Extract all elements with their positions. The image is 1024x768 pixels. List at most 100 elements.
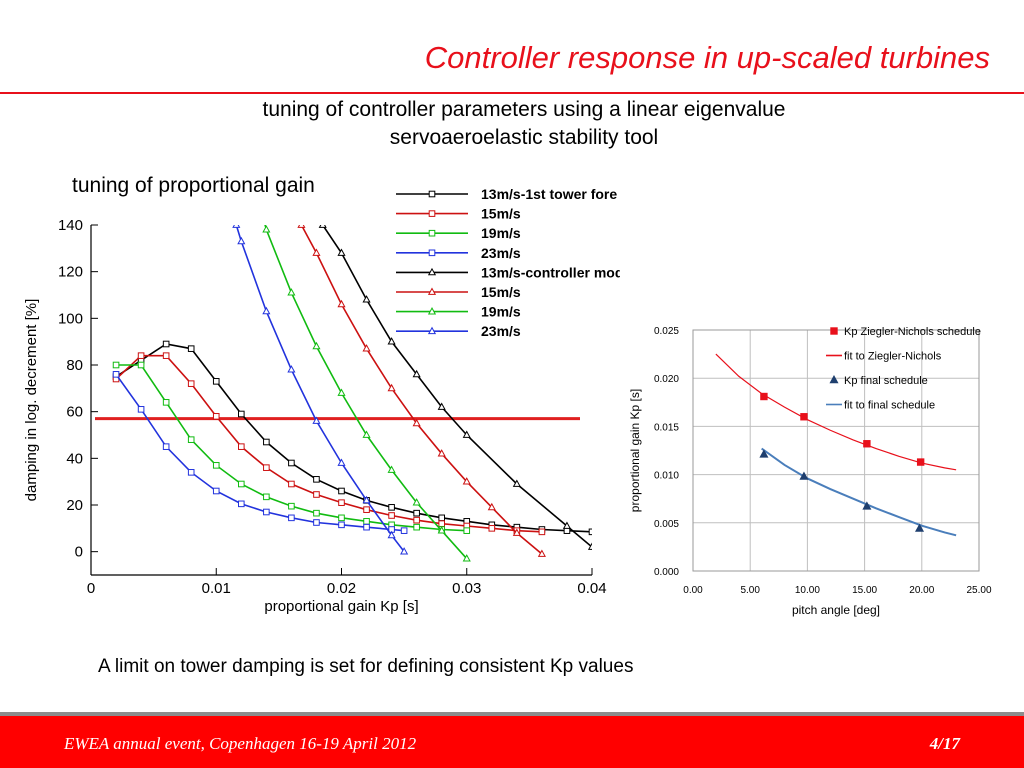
data-point — [238, 480, 245, 488]
x-tick-label: 0.03 — [452, 580, 481, 597]
data-point — [287, 288, 296, 296]
subtitle-line-1: tuning of controller parameters using a … — [262, 98, 786, 121]
data-point — [488, 525, 496, 532]
data-point — [362, 430, 371, 438]
legend-marker-0 — [830, 327, 838, 335]
data-point — [363, 518, 370, 525]
data-point — [387, 530, 396, 539]
data-point — [388, 512, 395, 519]
data-point — [512, 479, 521, 487]
x-tick-label: 10.00 — [795, 585, 820, 596]
subtitle-line-2: servoaeroelastic stability tool — [389, 126, 659, 149]
data-point — [263, 493, 270, 501]
data-point — [562, 521, 572, 529]
y-tick-label: 0.000 — [654, 567, 679, 578]
legend-marker — [427, 326, 437, 335]
data-point — [212, 378, 220, 385]
legend-label-7: 23m/s — [481, 323, 521, 339]
data-point — [413, 509, 420, 517]
data-point — [587, 542, 592, 550]
data-point — [412, 418, 421, 427]
x-tick-label: 5.00 — [740, 585, 760, 596]
series-line-7 — [235, 225, 405, 553]
data-point — [387, 337, 396, 345]
y-tick-label: 20 — [66, 497, 83, 514]
data-point — [387, 383, 396, 392]
data-point — [187, 380, 195, 387]
x-tick-label: 0.01 — [202, 580, 231, 597]
series-line-0 — [115, 343, 592, 533]
data-point — [437, 402, 446, 410]
data-point — [313, 491, 320, 498]
data-point — [237, 236, 246, 245]
data-point — [112, 361, 120, 369]
y-tick-label: 0 — [75, 544, 83, 561]
data-point — [413, 523, 420, 531]
data-point — [400, 527, 408, 534]
data-point — [337, 299, 346, 308]
data-point — [363, 523, 370, 531]
data-point — [313, 509, 320, 517]
y-axis-label: proportional gain Kp [s] — [628, 389, 642, 512]
data-point — [387, 465, 396, 473]
data-point — [412, 369, 421, 378]
x-tick-label: 0 — [87, 580, 95, 597]
data-point — [363, 506, 370, 513]
data-point — [297, 225, 306, 228]
data-point — [137, 352, 145, 359]
data-point — [288, 459, 295, 467]
legend-label-4: 13m/s-controller mode — [481, 264, 620, 280]
data-point — [262, 225, 271, 233]
data-point — [916, 458, 925, 466]
legend-marker — [427, 307, 437, 315]
legend-label-3: fit to final schedule — [844, 400, 935, 412]
data-point — [412, 498, 421, 506]
data-point — [287, 365, 296, 373]
legend-marker-2 — [829, 374, 839, 384]
page-number: 4/17 — [929, 734, 960, 753]
title-divider — [0, 92, 1024, 94]
data-point — [463, 527, 471, 534]
data-point — [362, 344, 371, 352]
data-point — [212, 413, 220, 420]
data-point — [238, 410, 245, 418]
data-point — [162, 340, 170, 348]
data-point — [162, 352, 170, 359]
legend-marker — [428, 229, 436, 237]
y-tick-label: 40 — [66, 450, 83, 467]
kp-schedule-chart: 0.000 0.005 0.010 0.015 0.020 0.025 0.00 5.00 10… — [628, 326, 992, 617]
y-tick-label: 80 — [66, 357, 83, 374]
data-point — [760, 392, 768, 401]
data-point — [238, 500, 245, 508]
data-point — [288, 502, 295, 510]
y-tick-label: 120 — [58, 264, 83, 281]
data-point — [759, 449, 769, 458]
data-point — [338, 487, 345, 495]
x-axis-label: proportional gain Kp [s] — [264, 598, 418, 615]
damping-chart: 0 20 40 60 80 100 120 140 0 0.01 0.02 0.03 0.04 propo… — [23, 186, 620, 615]
data-point — [312, 341, 321, 350]
data-point — [137, 406, 145, 413]
y-axis-label: damping in log. decrement [%] — [23, 299, 40, 502]
data-point — [512, 528, 521, 536]
data-point — [438, 520, 445, 527]
legend-marker — [428, 210, 436, 217]
data-point — [288, 480, 295, 488]
x-tick-label: 15.00 — [852, 585, 877, 596]
y-tick-label: 0.025 — [654, 326, 679, 337]
legend-label-1: fit to Ziegler-Nichols — [844, 351, 942, 363]
data-point — [313, 519, 320, 526]
data-point — [537, 549, 546, 557]
data-point — [437, 526, 446, 534]
legend-label-5: 15m/s — [481, 284, 521, 300]
fit-line-1 — [715, 353, 957, 471]
data-point — [863, 440, 871, 448]
x-tick-label: 0.02 — [327, 580, 356, 597]
data-point — [338, 514, 345, 522]
series-line-1 — [115, 354, 542, 533]
data-point — [462, 477, 471, 485]
series-line-6 — [264, 225, 468, 560]
data-point — [187, 436, 195, 443]
data-point — [337, 248, 346, 256]
legend-label-0: Kp Ziegler-Nichols schedule — [844, 326, 981, 338]
